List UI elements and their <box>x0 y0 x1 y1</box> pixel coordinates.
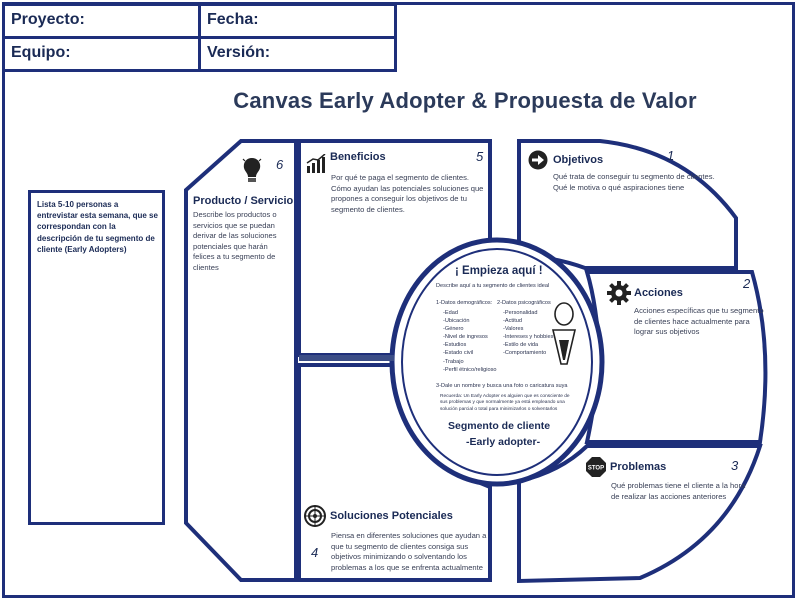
segmento-footer-line1: Segmento de cliente <box>448 420 551 432</box>
segmento-step3: 3-Dale un nombre y busca una foto o cari… <box>436 383 568 389</box>
demo-title: 1-Datos demográficos: <box>436 300 493 306</box>
demo-item: -Ubicación <box>443 318 470 325</box>
proyecto-label: Proyecto: <box>11 11 85 28</box>
soluciones-number: 4 <box>311 545 319 560</box>
segmento-inner-ellipse <box>401 248 593 476</box>
separator-bar <box>299 355 394 361</box>
demo-item: -Género <box>443 326 464 333</box>
acciones-number: 2 <box>743 276 751 291</box>
interview-list-box[interactable] <box>28 190 165 525</box>
gear-icon <box>607 281 631 310</box>
demo-item: -Estado civil <box>443 350 474 357</box>
acciones-title: Acciones <box>634 287 683 299</box>
arrow-circle-icon <box>528 150 548 175</box>
canvas-frame <box>2 2 795 598</box>
producto-shape <box>184 139 298 582</box>
version-field[interactable]: Versión: <box>198 36 397 72</box>
beneficios-number: 5 <box>476 149 484 164</box>
segmento-heading: ¡ Empieza aquí ! <box>455 265 543 277</box>
psico-item: -Personalidad <box>503 310 538 316</box>
stop-icon: STOP <box>585 456 607 483</box>
objetivos-title: Objetivos <box>553 154 604 166</box>
objetivos-text: Qué trata de conseguir tu segmento de cl… <box>553 172 715 192</box>
page-title: Canvas Early Adopter & Propuesta de Valo… <box>233 88 697 113</box>
problemas-shape <box>517 444 763 584</box>
soluciones-title: Soluciones Potenciales <box>330 510 453 522</box>
demo-item: -Perfil étnico/religioso <box>443 366 497 373</box>
psico-item: -Valores <box>503 326 524 333</box>
problemas-title: Problemas <box>610 461 667 473</box>
demo-item: -Estudios <box>443 342 467 349</box>
segmento-recuerda: Recuerda: Un Early Adopter es alguien qu… <box>440 394 570 412</box>
psico-item: -Actitud <box>503 318 522 325</box>
objetivos-number: 1 <box>667 148 675 163</box>
demo-item: -Nivel de ingresos <box>443 334 488 341</box>
segmento-footer-line2: -Early adopter- <box>466 436 541 448</box>
psico-item: -Comportamiento <box>503 350 547 357</box>
producto-number: 6 <box>276 157 284 172</box>
equipo-label: Equipo: <box>11 44 71 61</box>
demo-list: -Edad -Ubicación -Género -Nivel de ingre… <box>443 309 496 374</box>
psico-list: -Personalidad -Actitud -Valores -Interes… <box>503 309 553 358</box>
version-label: Versión: <box>207 44 271 61</box>
chart-icon <box>306 153 326 179</box>
psico-item: -Intereses y hobbies <box>503 334 554 341</box>
producto-text: Describe los productos o servicios que s… <box>193 210 277 272</box>
fecha-label: Fecha: <box>207 11 259 28</box>
segmento-subheading: Describe aquí a tu segmento de clientes … <box>436 283 550 289</box>
demo-item: -Edad <box>443 310 458 316</box>
stop-icon-text: STOP <box>588 466 604 472</box>
beneficios-text: Por qué te paga el segmento de clientes.… <box>331 173 484 214</box>
problemas-number: 3 <box>731 458 739 473</box>
demo-item: -Trabajo <box>443 358 464 365</box>
objetivos-shape <box>517 139 738 270</box>
soluciones-text: Piensa en diferentes soluciones que ayud… <box>331 531 487 572</box>
person-icon <box>549 302 579 373</box>
beneficios-title: Beneficios <box>330 151 386 163</box>
psico-item: -Estilo de vida <box>503 342 539 349</box>
problemas-text: Qué problemas tiene el cliente a la hora… <box>611 481 746 501</box>
target-icon <box>304 505 326 532</box>
interview-list-text: Lista 5-10 personas a entrevistar esta s… <box>37 200 158 254</box>
segmento-outer-ellipse <box>389 237 605 487</box>
lightbulb-icon <box>242 156 262 189</box>
acciones-text: Acciones específicas que tu segmento de … <box>634 306 764 336</box>
producto-title: Producto / Servicio <box>193 195 294 207</box>
equipo-field[interactable]: Equipo: <box>2 36 201 72</box>
psico-title: 2-Datos psicográficos <box>497 300 551 306</box>
